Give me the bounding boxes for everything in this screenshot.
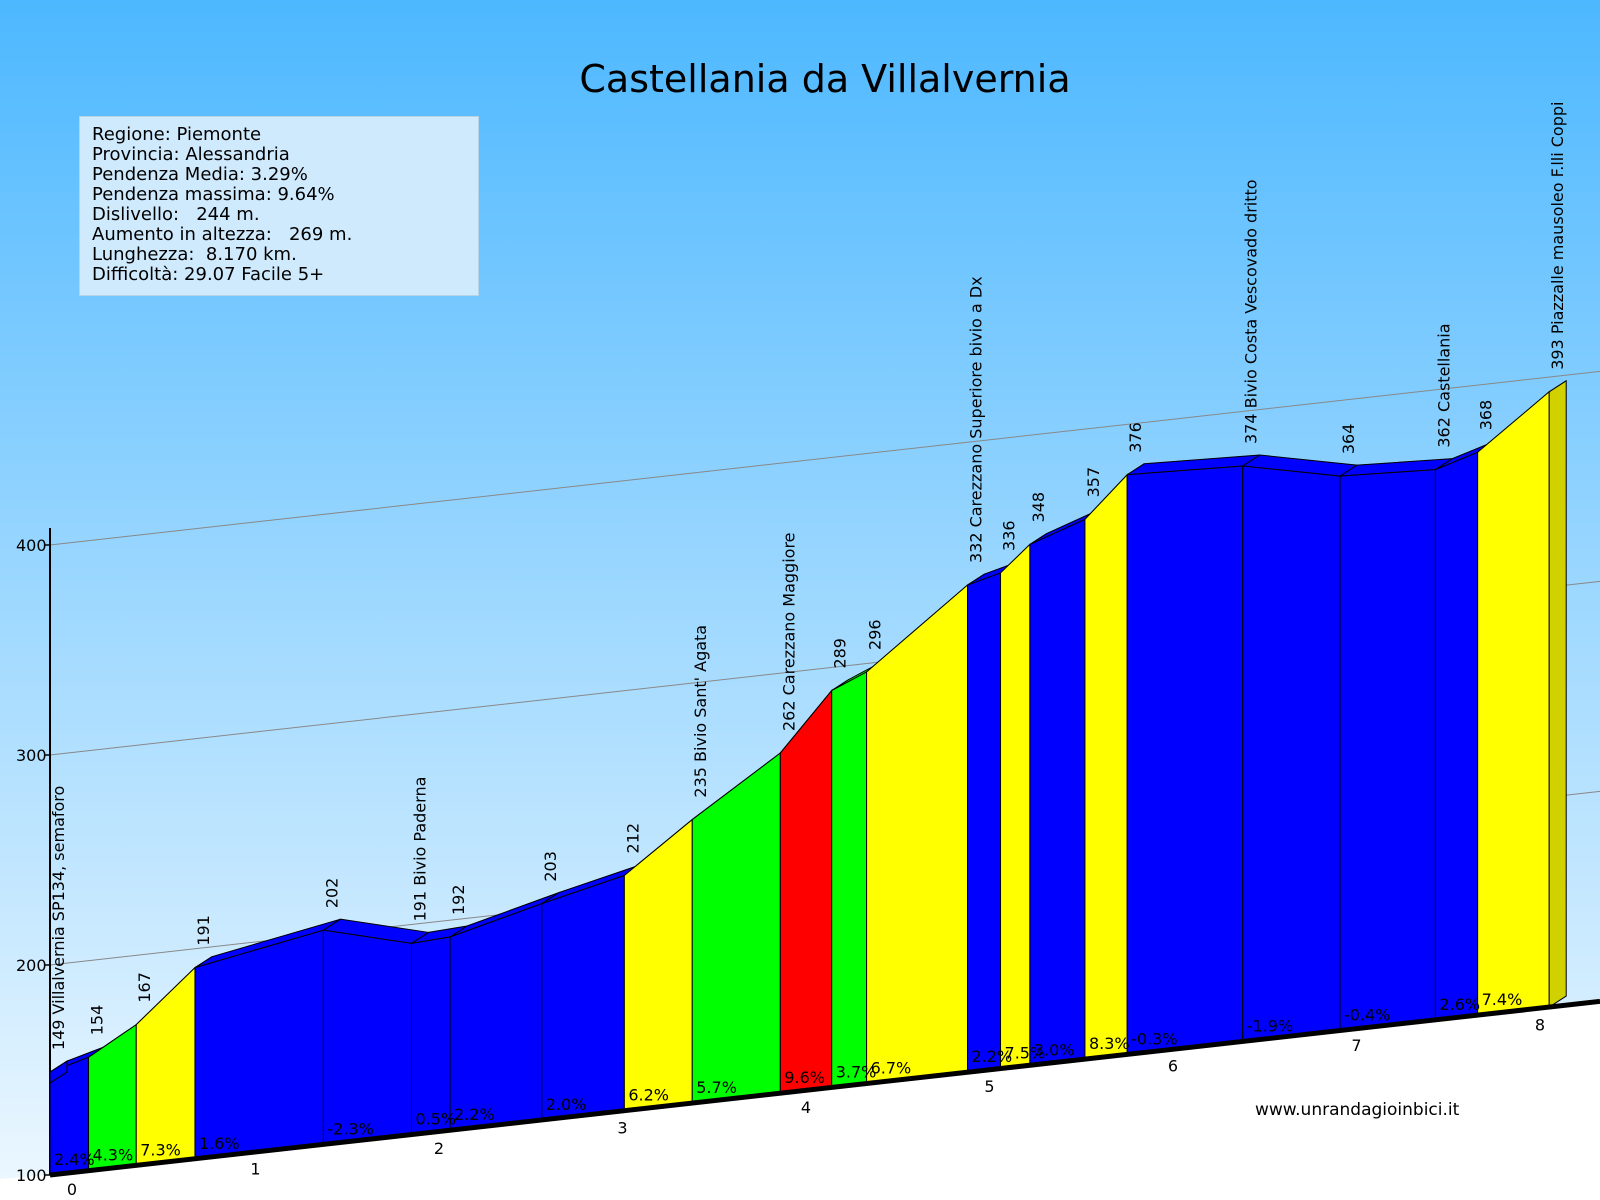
grade-label: 2.6% bbox=[1439, 995, 1480, 1014]
point-label: 167 bbox=[135, 972, 154, 1003]
grade-label: 2.0% bbox=[546, 1095, 587, 1114]
y-tick-label: 200 bbox=[16, 956, 47, 975]
x-tick-label: 7 bbox=[1351, 1036, 1361, 1055]
info-average-grade: Pendenza Media: 3.29% bbox=[92, 164, 308, 185]
point-label: 149 Villalvernia SP134, semaforo bbox=[49, 786, 68, 1050]
segment-front-face bbox=[541, 874, 625, 1121]
segment-front-face bbox=[1029, 518, 1086, 1066]
grade-label: 7.5% bbox=[1005, 1044, 1046, 1063]
point-label: 348 bbox=[1029, 492, 1048, 523]
grade-label: 2.2% bbox=[454, 1105, 495, 1124]
point-label: 202 bbox=[322, 878, 341, 909]
segment-front-face bbox=[831, 671, 868, 1089]
x-tick-label: 2 bbox=[434, 1139, 444, 1158]
grade-label: 8.3% bbox=[1089, 1034, 1130, 1053]
grade-label: 4.3% bbox=[93, 1146, 134, 1165]
grade-label: 3.7% bbox=[836, 1062, 877, 1081]
point-label: 364 bbox=[1339, 424, 1358, 455]
point-label: 376 bbox=[1126, 422, 1145, 453]
point-label: 154 bbox=[88, 1005, 107, 1036]
x-tick-label: 1 bbox=[250, 1159, 260, 1178]
point-label: 362 Castellania bbox=[1434, 323, 1453, 447]
grade-label: 9.6% bbox=[784, 1068, 825, 1087]
x-tick-label: 4 bbox=[801, 1098, 811, 1117]
segment-front-face bbox=[322, 929, 412, 1145]
point-label: 192 bbox=[449, 884, 468, 915]
point-label: 212 bbox=[623, 823, 642, 854]
segment-front-face bbox=[449, 902, 543, 1131]
baseline bbox=[49, 998, 1600, 1178]
grade-label: 7.4% bbox=[1482, 990, 1523, 1009]
point-label: 393 Piazzalle mausoleo F.lli Coppi bbox=[1548, 102, 1567, 370]
grade-label: 2.4% bbox=[54, 1150, 95, 1169]
info-length: Lunghezza: 8.170 km. bbox=[92, 244, 297, 265]
x-tick-label: 3 bbox=[617, 1118, 627, 1137]
grade-label: 1.6% bbox=[199, 1134, 240, 1153]
info-province: Provincia: Alessandria bbox=[92, 144, 290, 165]
grade-label: 6.2% bbox=[628, 1086, 669, 1105]
segment-front-face bbox=[779, 689, 833, 1094]
segment-front-face bbox=[1477, 390, 1550, 1016]
chart-title: Castellania da Villalvernia bbox=[579, 57, 1070, 101]
y-tick-label: 300 bbox=[16, 746, 47, 765]
segment-front-face bbox=[1126, 465, 1244, 1055]
segment-front-face bbox=[1434, 451, 1479, 1021]
profile-end-cap bbox=[1548, 379, 1567, 1009]
segment-front-face bbox=[410, 936, 451, 1136]
grade-label: 6.7% bbox=[871, 1059, 912, 1078]
x-tick-label: 0 bbox=[67, 1180, 77, 1199]
x-tick-label: 6 bbox=[1168, 1057, 1178, 1076]
point-label: 374 Bivio Costa Vescovado dritto bbox=[1242, 179, 1261, 444]
point-label: 203 bbox=[541, 851, 560, 882]
profile-segments bbox=[49, 379, 1567, 1176]
x-tick-label: 5 bbox=[984, 1077, 994, 1096]
info-region: Regione: Piemonte bbox=[92, 124, 262, 145]
grade-label: 7.3% bbox=[140, 1140, 181, 1159]
grade-label: 3.0% bbox=[1034, 1040, 1075, 1059]
segment-front-face bbox=[1339, 469, 1436, 1032]
y-tick-label: 100 bbox=[16, 1166, 47, 1185]
segment-front-face bbox=[866, 583, 968, 1085]
x-tick-label: 8 bbox=[1535, 1016, 1545, 1035]
info-max-grade: Pendenza massima: 9.64% bbox=[92, 184, 335, 205]
point-label: 336 bbox=[1000, 520, 1019, 551]
point-label: 191 Bivio Paderna bbox=[410, 777, 429, 922]
point-label: 262 Carezzano Maggiore bbox=[779, 532, 798, 731]
grade-label: -0.3% bbox=[1131, 1029, 1177, 1048]
info-panel: Regione: Piemonte Provincia: Alessandria… bbox=[79, 116, 479, 296]
profile-start-cap bbox=[49, 1060, 68, 1085]
segment-front-face bbox=[194, 929, 324, 1160]
segment-front-face bbox=[1242, 465, 1341, 1042]
website-link[interactable]: www.unrandagioinbici.it bbox=[1255, 1100, 1460, 1120]
point-label: 235 Bivio Sant' Agata bbox=[691, 625, 710, 798]
gridline bbox=[49, 370, 1600, 546]
point-label: 191 bbox=[194, 915, 213, 946]
point-label: 368 bbox=[1477, 400, 1496, 431]
grade-label: -2.3% bbox=[327, 1119, 373, 1138]
y-tick-label: 400 bbox=[16, 536, 47, 555]
info-elevation-difference: Dislivello: 244 m. bbox=[92, 204, 260, 225]
baseline-line bbox=[49, 998, 1600, 1178]
chart-labels: 100 200 300 400 0 1 2 3 4 5 6 7 8 149 Villalvernia SP… bbox=[16, 102, 1567, 1199]
point-label: 289 bbox=[831, 638, 850, 669]
point-label: 332 Carezzano Superiore bivio a Dx bbox=[967, 276, 986, 563]
grade-label: 2.2% bbox=[972, 1047, 1013, 1066]
info-elevation-gain: Aumento in altezza: 269 m. bbox=[92, 224, 353, 245]
segment-front-face bbox=[1084, 473, 1128, 1060]
info-difficulty: Difficoltà: 29.07 Facile 5+ bbox=[92, 264, 325, 285]
point-label: 357 bbox=[1084, 467, 1103, 498]
grade-label: 0.5% bbox=[415, 1110, 456, 1129]
point-label: 296 bbox=[866, 619, 885, 650]
ground-area bbox=[0, 1001, 1600, 1200]
grade-label: -1.9% bbox=[1247, 1016, 1293, 1035]
grade-label: 5.7% bbox=[696, 1078, 737, 1097]
grade-label: -0.4% bbox=[1344, 1006, 1390, 1025]
segment-front-face bbox=[967, 572, 1002, 1073]
segment-front-face bbox=[1000, 543, 1031, 1070]
